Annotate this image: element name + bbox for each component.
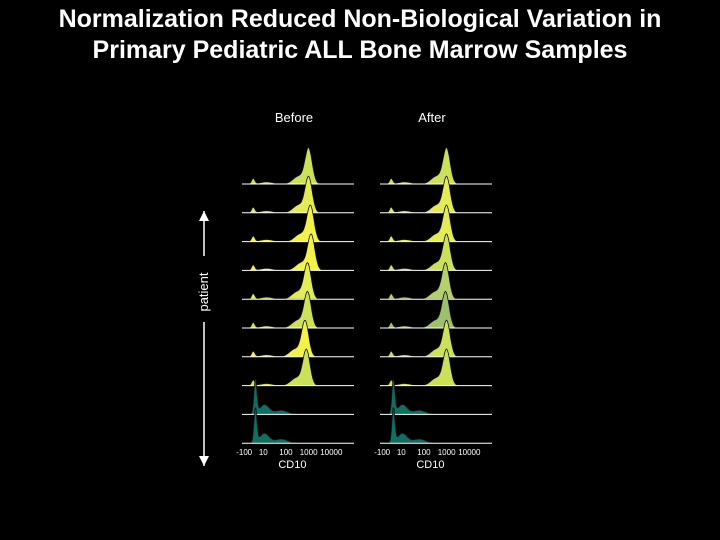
x-tick-label: 10 [397,448,406,457]
slide-title: Normalization Reduced Non-Biological Var… [0,4,720,66]
x-tick-label: 10 [259,448,268,457]
histogram-curve [242,146,354,185]
panel-label: After [418,110,446,125]
x-tick-label: 100 [417,448,431,457]
x-tick-label: 0 [248,448,253,457]
x-tick-label: 1000 [438,448,456,457]
panel-before: Before -10 0 10 100 1000 10000 CD10 [236,110,354,471]
x-tick-label: -10 [374,448,386,457]
x-axis-label: CD10 [278,459,306,471]
histogram-curve [380,146,492,185]
panel-after: After -10 0 10 100 1000 10000 CD10 [374,110,492,471]
y-axis-label: patient [196,272,211,311]
panel-label: Before [275,110,313,125]
x-tick-label: 10000 [458,448,481,457]
x-tick-label: 0 [386,448,391,457]
arrow-up-icon [199,211,209,221]
x-tick-label: 100 [279,448,293,457]
slide-title-line-1: Normalization Reduced Non-Biological Var… [58,5,662,33]
arrow-down-icon [199,456,209,466]
slide-title-line-2: Primary Pediatric ALL Bone Marrow Sample… [92,36,628,64]
x-tick-label: 1000 [300,448,318,457]
patient-axis: patient [196,211,211,466]
x-tick-label: 10000 [320,448,343,457]
x-axis-label: CD10 [416,459,444,471]
x-tick-label: -10 [236,448,248,457]
